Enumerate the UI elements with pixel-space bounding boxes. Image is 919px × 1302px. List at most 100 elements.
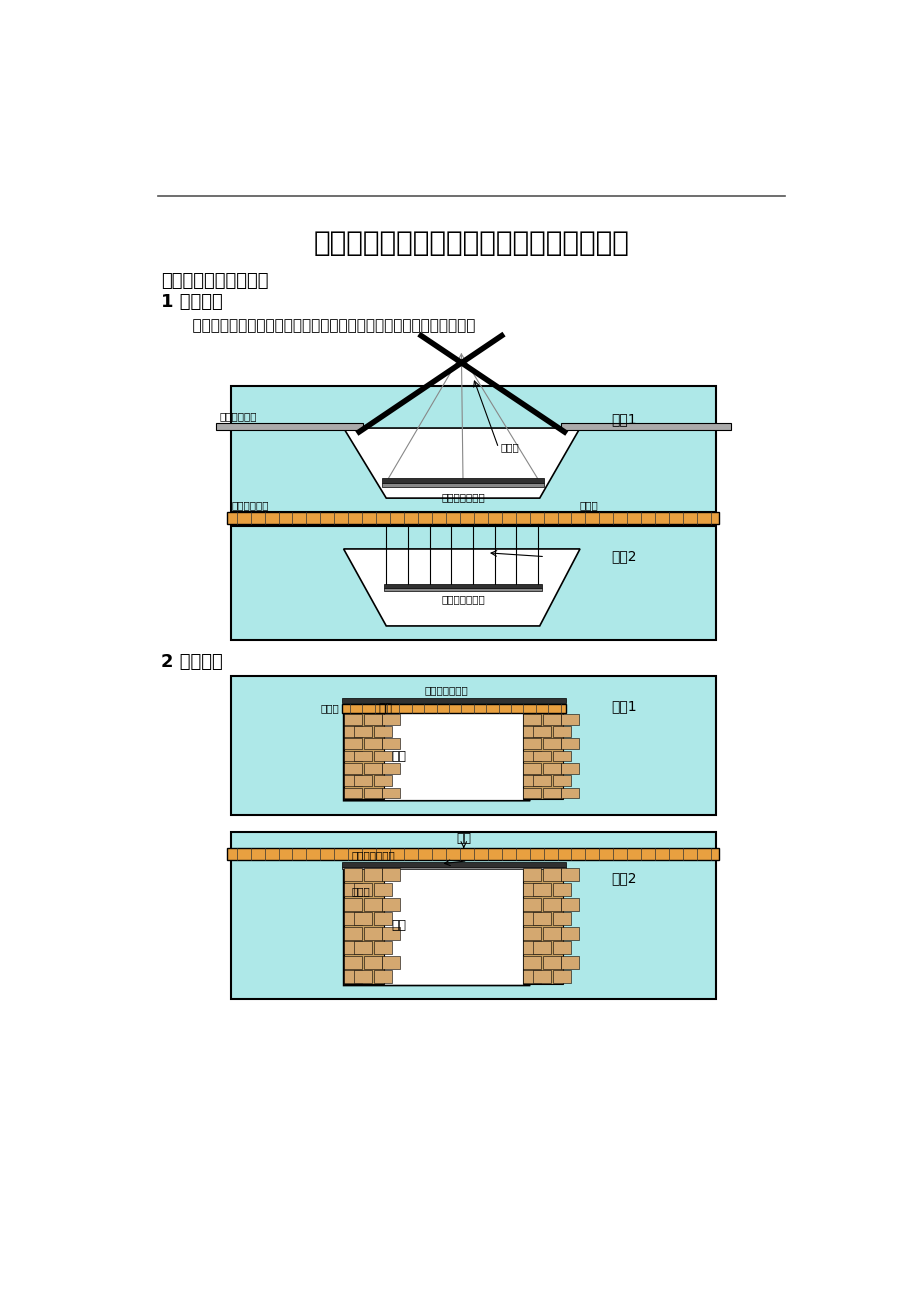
Bar [542,868,561,881]
Bar [381,956,400,969]
Bar [522,788,540,798]
Bar [560,897,579,910]
Bar [542,738,561,749]
Bar [522,763,540,773]
Bar [522,883,540,896]
Text: 槽钢: 槽钢 [378,702,392,715]
Bar [552,913,571,926]
Bar [353,727,372,737]
Text: 需要保护的管线: 需要保护的管线 [351,850,394,861]
Polygon shape [344,706,564,801]
Bar [231,676,715,815]
Bar [363,738,382,749]
Bar [381,763,400,773]
Bar [353,751,372,762]
Bar [542,956,561,969]
Text: 1 悬吊保护: 1 悬吊保护 [162,293,223,311]
Text: 需要保护的管线: 需要保护的管线 [440,492,484,503]
Polygon shape [344,863,564,986]
Bar [383,583,541,589]
Bar [522,727,540,737]
Bar [522,868,540,881]
Bar [344,913,362,926]
Text: 方法1: 方法1 [610,699,636,713]
Bar [522,867,562,984]
Bar [381,897,400,910]
Bar [373,775,392,786]
Bar [522,775,540,786]
Bar [522,913,540,926]
Bar [363,897,382,910]
Bar [560,738,579,749]
Text: 砖墩: 砖墩 [391,919,406,932]
Bar [363,788,382,798]
Bar [344,956,362,969]
Bar [231,526,715,639]
Bar [542,763,561,773]
Bar [552,727,571,737]
Bar [381,927,400,940]
Bar [373,751,392,762]
Bar [560,927,579,940]
Text: 砖墩: 砖墩 [391,750,406,763]
Bar [344,941,362,954]
Bar [344,970,362,983]
Bar [342,703,565,713]
Bar [560,423,731,430]
Bar [363,713,382,724]
Bar [363,763,382,773]
Bar [227,512,719,525]
Bar [373,970,392,983]
Bar [344,763,362,773]
Bar [522,956,540,969]
Bar [381,713,400,724]
Bar [532,970,550,983]
Bar [381,738,400,749]
Bar [344,713,383,799]
Bar [344,897,362,910]
Bar [542,788,561,798]
Bar [560,956,579,969]
Bar [373,727,392,737]
Bar [522,941,540,954]
Bar [552,970,571,983]
Text: 钢丝绳: 钢丝绳 [500,443,518,452]
Bar [383,589,541,591]
Bar [560,868,579,881]
Text: 地下管线保护施工措施: 地下管线保护施工措施 [162,272,268,290]
Bar [552,941,571,954]
Bar [522,970,540,983]
Bar [344,775,362,786]
Bar [522,751,540,762]
Bar [381,868,400,881]
Bar [381,788,400,798]
Bar [552,883,571,896]
Bar [231,832,715,1000]
Bar [522,897,540,910]
Bar [344,788,362,798]
Bar [382,478,543,483]
Bar [231,385,715,512]
Bar [342,698,565,703]
Bar [363,868,382,881]
Text: 工字钢或钢管: 工字钢或钢管 [220,411,256,421]
Bar [532,727,550,737]
Text: 方法2: 方法2 [610,549,636,562]
Bar [532,751,550,762]
Text: 钢丝绳: 钢丝绳 [351,885,369,896]
Bar [353,913,372,926]
Bar [353,941,372,954]
Bar [382,483,543,487]
Bar [522,713,562,799]
Text: 方法2: 方法2 [610,871,636,885]
Bar [363,927,382,940]
Bar [542,713,561,724]
Bar [532,883,550,896]
Bar [532,941,550,954]
Text: 2 加固保护: 2 加固保护 [162,652,223,671]
Text: 需要保护的管线: 需要保护的管线 [424,685,467,695]
Bar [522,927,540,940]
Bar [560,763,579,773]
Text: 高层综合办公楼施工地下管线保护施工措施: 高层综合办公楼施工地下管线保护施工措施 [313,229,629,258]
Bar [344,751,362,762]
